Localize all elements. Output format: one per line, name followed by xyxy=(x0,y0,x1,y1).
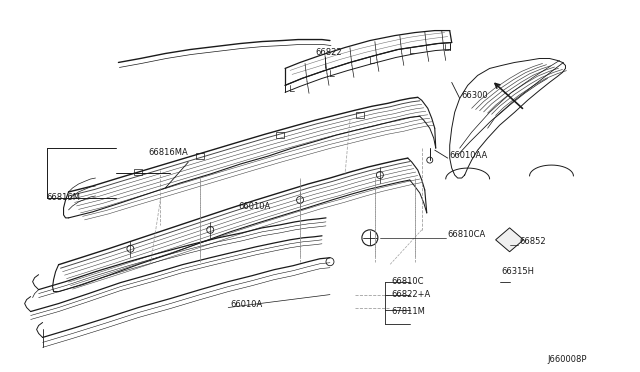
Text: 66822+A: 66822+A xyxy=(392,290,431,299)
Text: 66300: 66300 xyxy=(461,91,488,100)
FancyBboxPatch shape xyxy=(134,169,142,175)
Text: 66810CA: 66810CA xyxy=(448,230,486,239)
Text: 66822: 66822 xyxy=(315,48,342,57)
Text: 66010AA: 66010AA xyxy=(450,151,488,160)
Text: J660008P: J660008P xyxy=(547,355,587,364)
FancyBboxPatch shape xyxy=(196,153,204,159)
FancyBboxPatch shape xyxy=(276,132,284,138)
Text: 66010A: 66010A xyxy=(238,202,271,211)
Text: 66816M: 66816M xyxy=(47,193,81,202)
FancyBboxPatch shape xyxy=(356,112,364,118)
Text: 66315H: 66315H xyxy=(502,267,534,276)
Text: 66852: 66852 xyxy=(520,237,546,246)
Text: 67811M: 67811M xyxy=(392,307,426,316)
Text: 66810C: 66810C xyxy=(392,277,424,286)
Text: 66816MA: 66816MA xyxy=(148,148,188,157)
Text: 66010A: 66010A xyxy=(230,300,262,309)
Polygon shape xyxy=(495,228,524,252)
